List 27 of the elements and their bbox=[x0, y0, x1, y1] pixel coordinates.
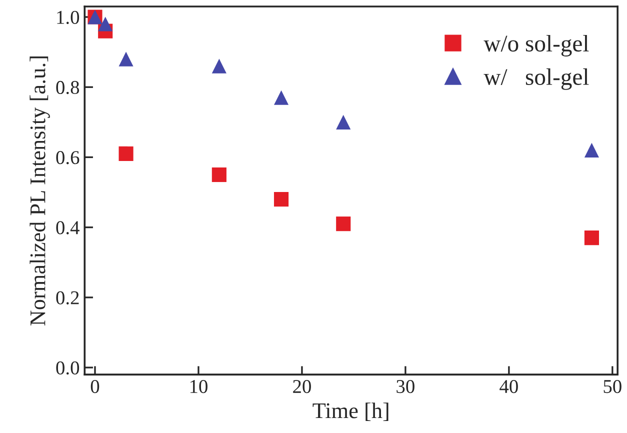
point bbox=[584, 142, 600, 158]
y-tick-label: 0.6 bbox=[56, 151, 80, 164]
y-axis-title: Normalized PL Intensity [a.u.] bbox=[30, 56, 50, 326]
point bbox=[118, 52, 134, 66]
point bbox=[98, 16, 113, 32]
point bbox=[584, 230, 600, 246]
legend-label: w/o sol-gel bbox=[484, 34, 589, 56]
point bbox=[274, 90, 289, 105]
point bbox=[336, 114, 351, 130]
y-tick-label: 0.8 bbox=[56, 80, 80, 94]
x-tick-label: 10 bbox=[190, 380, 208, 394]
x-tick-label: 50 bbox=[604, 380, 622, 394]
x-tick-label: 40 bbox=[500, 380, 518, 394]
point bbox=[274, 192, 289, 207]
legend-label: w/ sol-gel bbox=[484, 68, 589, 90]
x-tick-label: 30 bbox=[396, 380, 414, 394]
x-tick-label: 0 bbox=[90, 380, 100, 394]
y-tick-label: 0.2 bbox=[56, 291, 79, 304]
point bbox=[212, 167, 226, 182]
point bbox=[118, 146, 134, 161]
point bbox=[212, 58, 226, 74]
y-tick-label: 0.4 bbox=[56, 221, 80, 234]
point bbox=[336, 216, 351, 232]
x-tick-label: 20 bbox=[293, 380, 311, 394]
y-tick-label: 0.0 bbox=[56, 361, 80, 375]
x-axis-title: Time [h] bbox=[312, 402, 388, 421]
y-tick-label: 1.0 bbox=[57, 10, 80, 24]
